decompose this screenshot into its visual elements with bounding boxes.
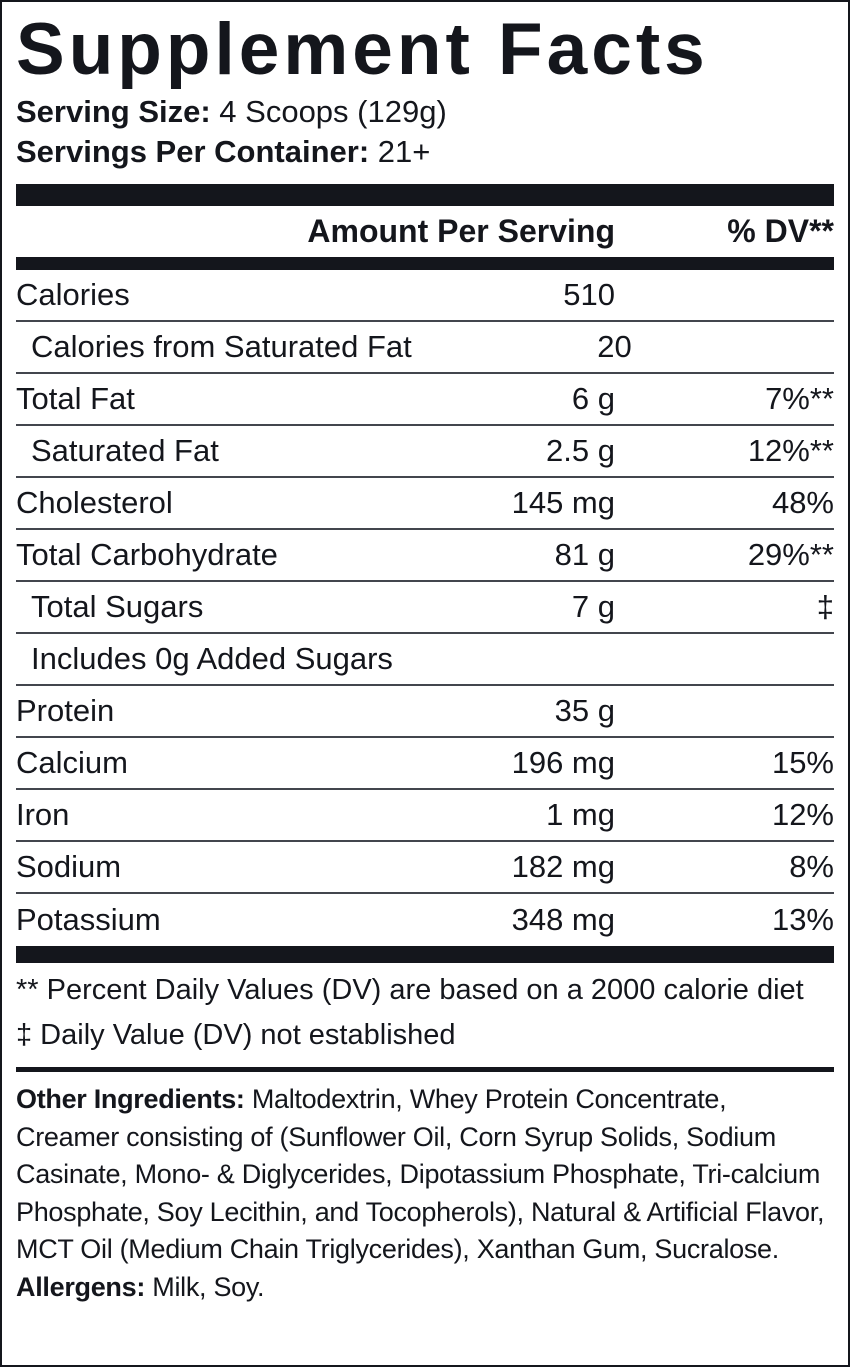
table-row: Calories 510 xyxy=(16,270,834,323)
allergens-text: Milk, Soy. xyxy=(145,1271,265,1302)
nutrient-dv: 15% xyxy=(771,745,834,781)
nutrient-dv: 12% xyxy=(771,797,834,833)
amount-per-serving-header: Amount Per Serving xyxy=(307,213,615,250)
percent-dv-header: % DV** xyxy=(727,213,834,250)
top-divider-bar xyxy=(16,184,834,207)
nutrient-dv: 12%** xyxy=(747,433,834,469)
table-row: Total Fat 6 g 7%** xyxy=(16,374,834,427)
table-row: Sodium 182 mg 8% xyxy=(16,842,834,895)
table-row: Protein 35 g xyxy=(16,686,834,739)
serving-size-label: Serving Size: xyxy=(16,94,211,130)
table-row: Cholesterol 145 mg 48% xyxy=(16,478,834,531)
dv-footnote: ** Percent Daily Values (DV) are based o… xyxy=(16,974,804,1007)
nutrient-name: Sodium xyxy=(16,849,122,885)
nutrient-amount: 348 mg xyxy=(511,902,615,938)
nutrient-amount: 7 g xyxy=(571,589,615,625)
nutrient-name: Total Carbohydrate xyxy=(16,537,278,573)
nutrient-name: Calories xyxy=(16,277,130,313)
table-row: Iron 1 mg 12% xyxy=(16,790,834,843)
nutrient-name: Total Sugars xyxy=(31,589,204,625)
serving-size-line: Serving Size: 4 Scoops (129g) xyxy=(16,92,834,132)
nutrient-name: Includes 0g Added Sugars xyxy=(31,641,393,677)
nutrient-dv: 8% xyxy=(789,849,834,885)
table-row: Saturated Fat 2.5 g 12%** xyxy=(16,426,834,479)
table-row: Includes 0g Added Sugars xyxy=(16,634,834,687)
nutrient-name: Protein xyxy=(16,693,115,729)
nutrient-amount: 6 g xyxy=(571,381,615,417)
other-ingredients-paragraph: Other Ingredients: Maltodextrin, Whey Pr… xyxy=(16,1081,834,1269)
dagger-footnote: ‡ Daily Value (DV) not established xyxy=(16,1019,456,1052)
nutrient-dv: ‡ xyxy=(816,589,834,625)
serving-info: Serving Size: 4 Scoops (129g) Servings P… xyxy=(16,92,834,172)
other-ingredients-text: Maltodextrin, Whey Protein Concentrate, … xyxy=(16,1084,825,1265)
nutrient-amount: 35 g xyxy=(554,693,615,729)
nutrient-name: Potassium xyxy=(16,902,161,938)
nutrient-dv: 7%** xyxy=(765,381,834,417)
table-header-row: Amount Per Serving % DV** xyxy=(16,206,834,257)
nutrient-amount: 81 g xyxy=(554,537,615,573)
facts-table: Amount Per Serving % DV** Calories 510 Cal… xyxy=(16,206,834,946)
nutrient-amount: 2.5 g xyxy=(546,433,615,469)
nutrient-amount: 20 xyxy=(597,329,632,365)
table-row: Calcium 196 mg 15% xyxy=(16,738,834,791)
nutrient-name: Iron xyxy=(16,797,70,833)
nutrient-amount: 510 xyxy=(563,277,615,313)
table-row: Total Carbohydrate 81 g 29%** xyxy=(16,530,834,583)
other-ingredients-label: Other Ingredients: xyxy=(16,1084,245,1115)
nutrient-dv: 48% xyxy=(771,485,834,521)
footnotes: ** Percent Daily Values (DV) are based o… xyxy=(16,968,834,1058)
nutrient-amount: 1 mg xyxy=(546,797,615,833)
nutrient-amount: 182 mg xyxy=(511,849,615,885)
nutrient-dv: 13% xyxy=(771,902,834,938)
servings-per-container-label: Servings Per Container: xyxy=(16,134,370,170)
table-bottom-bar xyxy=(16,946,834,964)
nutrient-name: Saturated Fat xyxy=(31,433,219,469)
header-divider-bar xyxy=(16,257,834,271)
table-rows: Calories 510 Calories from Saturated Fat 20… xyxy=(16,270,834,946)
table-row: Total Sugars 7 g ‡ xyxy=(16,582,834,635)
nutrient-name: Calcium xyxy=(16,745,128,781)
label-title: Supplement Facts xyxy=(16,9,709,90)
nutrient-name: Calories from Saturated Fat xyxy=(31,329,412,365)
nutrient-name: Cholesterol xyxy=(16,485,173,521)
nutrient-amount: 196 mg xyxy=(511,745,615,781)
servings-per-container-value: 21+ xyxy=(369,134,431,170)
footnote-divider-bar xyxy=(16,1067,834,1073)
other-ingredients-section: Other Ingredients: Maltodextrin, Whey Pr… xyxy=(16,1081,834,1306)
nutrient-amount: 145 mg xyxy=(511,485,615,521)
nutrient-dv: 29%** xyxy=(747,537,834,573)
servings-per-container-line: Servings Per Container: 21+ xyxy=(16,132,834,172)
table-row: Calories from Saturated Fat 20 xyxy=(16,322,834,375)
table-row: Potassium 348 mg 13% xyxy=(16,894,834,946)
allergens-label: Allergens: xyxy=(16,1271,146,1302)
serving-size-value: 4 Scoops (129g) xyxy=(210,94,447,130)
nutrient-name: Total Fat xyxy=(16,381,135,417)
allergens-line: Allergens: Milk, Soy. xyxy=(16,1269,834,1307)
